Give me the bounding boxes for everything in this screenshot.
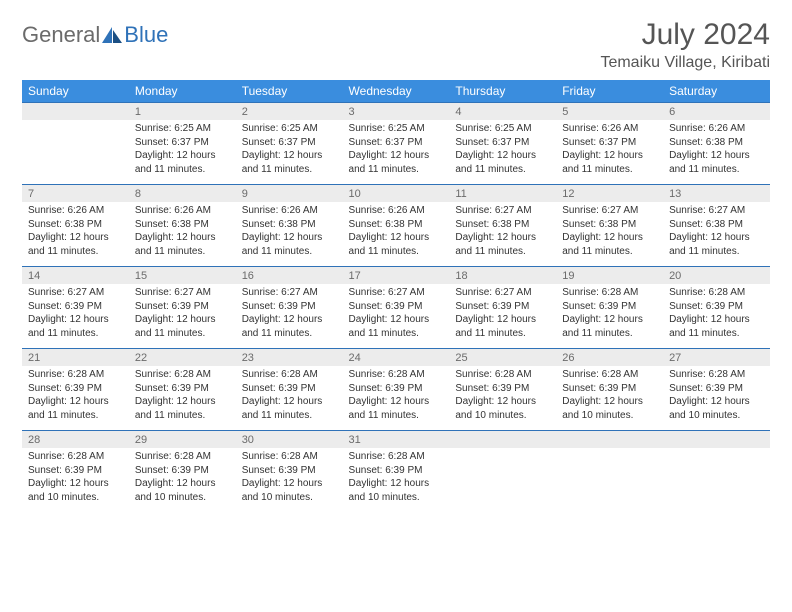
day-number: 19 xyxy=(556,267,663,285)
weekday-header: Wednesday xyxy=(343,80,450,103)
day-number: 16 xyxy=(236,267,343,285)
day-cell: Sunrise: 6:26 AMSunset: 6:38 PMDaylight:… xyxy=(663,120,770,185)
day-number: 14 xyxy=(22,267,129,285)
day-number: 27 xyxy=(663,349,770,367)
day-number: 22 xyxy=(129,349,236,367)
day-cell: Sunrise: 6:25 AMSunset: 6:37 PMDaylight:… xyxy=(129,120,236,185)
day-cell: Sunrise: 6:26 AMSunset: 6:38 PMDaylight:… xyxy=(22,202,129,267)
day-number: 7 xyxy=(22,185,129,203)
weekday-header: Thursday xyxy=(449,80,556,103)
day-cell: Sunrise: 6:28 AMSunset: 6:39 PMDaylight:… xyxy=(663,366,770,431)
day-cell: Sunrise: 6:27 AMSunset: 6:39 PMDaylight:… xyxy=(343,284,450,349)
day-number: 1 xyxy=(129,103,236,121)
day-cell: Sunrise: 6:28 AMSunset: 6:39 PMDaylight:… xyxy=(556,366,663,431)
day-content-row: Sunrise: 6:27 AMSunset: 6:39 PMDaylight:… xyxy=(22,284,770,349)
day-cell: Sunrise: 6:27 AMSunset: 6:39 PMDaylight:… xyxy=(22,284,129,349)
day-number: 4 xyxy=(449,103,556,121)
day-number: 24 xyxy=(343,349,450,367)
day-cell: Sunrise: 6:25 AMSunset: 6:37 PMDaylight:… xyxy=(343,120,450,185)
day-cell xyxy=(449,448,556,512)
day-cell: Sunrise: 6:27 AMSunset: 6:38 PMDaylight:… xyxy=(556,202,663,267)
day-number: 28 xyxy=(22,431,129,449)
day-cell: Sunrise: 6:27 AMSunset: 6:38 PMDaylight:… xyxy=(663,202,770,267)
header: General Blue July 2024 Temaiku Village, … xyxy=(22,18,770,72)
weekday-header: Monday xyxy=(129,80,236,103)
day-cell: Sunrise: 6:28 AMSunset: 6:39 PMDaylight:… xyxy=(22,448,129,512)
day-number: 21 xyxy=(22,349,129,367)
day-cell: Sunrise: 6:27 AMSunset: 6:39 PMDaylight:… xyxy=(236,284,343,349)
day-cell: Sunrise: 6:28 AMSunset: 6:39 PMDaylight:… xyxy=(236,448,343,512)
day-number: 31 xyxy=(343,431,450,449)
day-number: 8 xyxy=(129,185,236,203)
day-number: 5 xyxy=(556,103,663,121)
weekday-header: Friday xyxy=(556,80,663,103)
day-cell: Sunrise: 6:28 AMSunset: 6:39 PMDaylight:… xyxy=(236,366,343,431)
day-cell: Sunrise: 6:26 AMSunset: 6:38 PMDaylight:… xyxy=(236,202,343,267)
title-block: July 2024 Temaiku Village, Kiribati xyxy=(600,18,770,72)
day-number: 25 xyxy=(449,349,556,367)
month-title: July 2024 xyxy=(600,18,770,52)
day-number xyxy=(449,431,556,449)
logo: General Blue xyxy=(22,18,168,48)
day-number: 3 xyxy=(343,103,450,121)
day-number: 6 xyxy=(663,103,770,121)
day-number: 10 xyxy=(343,185,450,203)
day-cell: Sunrise: 6:26 AMSunset: 6:37 PMDaylight:… xyxy=(556,120,663,185)
day-cell xyxy=(556,448,663,512)
location-label: Temaiku Village, Kiribati xyxy=(600,54,770,72)
day-cell: Sunrise: 6:27 AMSunset: 6:39 PMDaylight:… xyxy=(449,284,556,349)
day-number xyxy=(22,103,129,121)
day-cell: Sunrise: 6:26 AMSunset: 6:38 PMDaylight:… xyxy=(129,202,236,267)
weekday-header: Tuesday xyxy=(236,80,343,103)
day-cell: Sunrise: 6:25 AMSunset: 6:37 PMDaylight:… xyxy=(449,120,556,185)
day-cell xyxy=(663,448,770,512)
day-cell: Sunrise: 6:28 AMSunset: 6:39 PMDaylight:… xyxy=(663,284,770,349)
weekday-header: Sunday xyxy=(22,80,129,103)
weekday-header-row: Sunday Monday Tuesday Wednesday Thursday… xyxy=(22,80,770,103)
day-number-row: 78910111213 xyxy=(22,185,770,203)
day-number: 9 xyxy=(236,185,343,203)
day-cell: Sunrise: 6:28 AMSunset: 6:39 PMDaylight:… xyxy=(343,448,450,512)
calendar-table: Sunday Monday Tuesday Wednesday Thursday… xyxy=(22,80,770,512)
day-number: 23 xyxy=(236,349,343,367)
day-number xyxy=(663,431,770,449)
day-number: 15 xyxy=(129,267,236,285)
day-number: 18 xyxy=(449,267,556,285)
day-number: 26 xyxy=(556,349,663,367)
day-number: 17 xyxy=(343,267,450,285)
day-content-row: Sunrise: 6:28 AMSunset: 6:39 PMDaylight:… xyxy=(22,448,770,512)
day-number-row: 123456 xyxy=(22,103,770,121)
day-number-row: 21222324252627 xyxy=(22,349,770,367)
day-cell: Sunrise: 6:27 AMSunset: 6:38 PMDaylight:… xyxy=(449,202,556,267)
day-content-row: Sunrise: 6:25 AMSunset: 6:37 PMDaylight:… xyxy=(22,120,770,185)
day-content-row: Sunrise: 6:26 AMSunset: 6:38 PMDaylight:… xyxy=(22,202,770,267)
day-number: 30 xyxy=(236,431,343,449)
logo-text-general: General xyxy=(22,22,100,48)
day-cell: Sunrise: 6:27 AMSunset: 6:39 PMDaylight:… xyxy=(129,284,236,349)
day-number-row: 14151617181920 xyxy=(22,267,770,285)
day-number xyxy=(556,431,663,449)
day-content-row: Sunrise: 6:28 AMSunset: 6:39 PMDaylight:… xyxy=(22,366,770,431)
day-cell: Sunrise: 6:26 AMSunset: 6:38 PMDaylight:… xyxy=(343,202,450,267)
day-cell: Sunrise: 6:25 AMSunset: 6:37 PMDaylight:… xyxy=(236,120,343,185)
weekday-header: Saturday xyxy=(663,80,770,103)
day-cell: Sunrise: 6:28 AMSunset: 6:39 PMDaylight:… xyxy=(22,366,129,431)
day-cell: Sunrise: 6:28 AMSunset: 6:39 PMDaylight:… xyxy=(343,366,450,431)
day-number: 13 xyxy=(663,185,770,203)
logo-sail-icon xyxy=(102,27,122,43)
day-number: 12 xyxy=(556,185,663,203)
logo-text-blue: Blue xyxy=(124,22,168,48)
day-number: 20 xyxy=(663,267,770,285)
day-number: 11 xyxy=(449,185,556,203)
day-cell: Sunrise: 6:28 AMSunset: 6:39 PMDaylight:… xyxy=(556,284,663,349)
day-number: 29 xyxy=(129,431,236,449)
day-cell: Sunrise: 6:28 AMSunset: 6:39 PMDaylight:… xyxy=(129,448,236,512)
day-number-row: 28293031 xyxy=(22,431,770,449)
day-cell xyxy=(22,120,129,185)
day-number: 2 xyxy=(236,103,343,121)
day-cell: Sunrise: 6:28 AMSunset: 6:39 PMDaylight:… xyxy=(129,366,236,431)
day-cell: Sunrise: 6:28 AMSunset: 6:39 PMDaylight:… xyxy=(449,366,556,431)
